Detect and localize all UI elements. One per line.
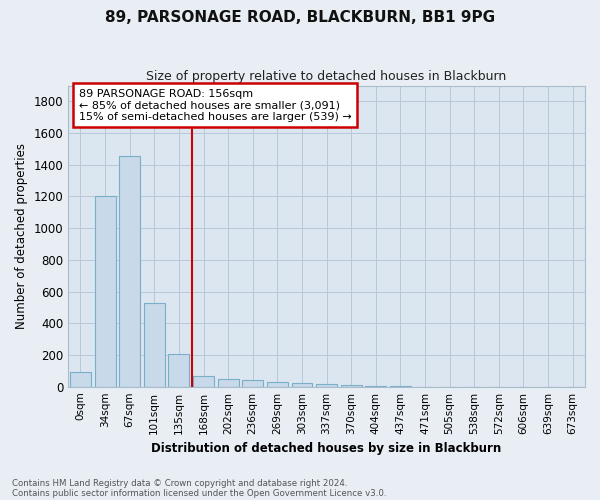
Text: 89 PARSONAGE ROAD: 156sqm
← 85% of detached houses are smaller (3,091)
15% of se: 89 PARSONAGE ROAD: 156sqm ← 85% of detac…: [79, 88, 351, 122]
Bar: [95, 196, 116, 386]
Bar: [169, 354, 190, 386]
Bar: [193, 376, 214, 386]
Bar: [292, 382, 313, 386]
Bar: [144, 302, 165, 386]
X-axis label: Distribution of detached houses by size in Blackburn: Distribution of detached houses by size …: [151, 442, 502, 455]
Bar: [242, 380, 263, 386]
Text: Contains public sector information licensed under the Open Government Licence v3: Contains public sector information licen…: [12, 488, 386, 498]
Bar: [316, 384, 337, 386]
Bar: [70, 372, 91, 386]
Y-axis label: Number of detached properties: Number of detached properties: [15, 143, 28, 329]
Title: Size of property relative to detached houses in Blackburn: Size of property relative to detached ho…: [146, 70, 507, 83]
Text: Contains HM Land Registry data © Crown copyright and database right 2024.: Contains HM Land Registry data © Crown c…: [12, 478, 347, 488]
Bar: [218, 379, 239, 386]
Text: 89, PARSONAGE ROAD, BLACKBURN, BB1 9PG: 89, PARSONAGE ROAD, BLACKBURN, BB1 9PG: [105, 10, 495, 25]
Bar: [119, 156, 140, 386]
Bar: [267, 382, 288, 386]
